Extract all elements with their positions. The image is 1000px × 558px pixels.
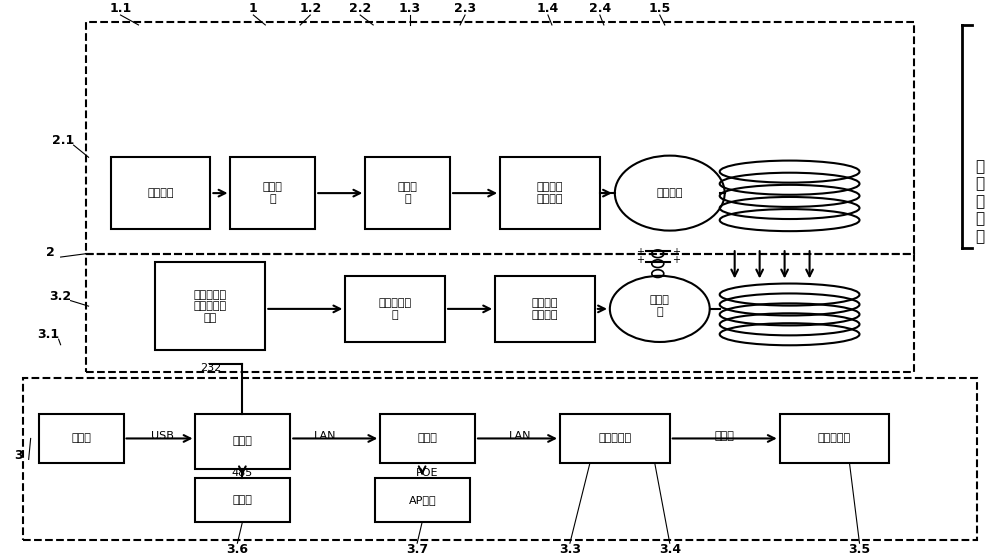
Bar [111, 157, 210, 229]
Text: 交换机: 交换机 [418, 434, 438, 444]
Bar [375, 478, 470, 522]
Text: 逆变模
块: 逆变模 块 [398, 182, 418, 204]
Text: LAN: LAN [509, 431, 531, 441]
Text: 接收线
圈: 接收线 圈 [650, 295, 670, 317]
Text: 2.4: 2.4 [589, 2, 611, 15]
Bar [495, 276, 595, 342]
Bar [230, 157, 315, 229]
Text: 发射线圈: 发射线圈 [657, 188, 683, 198]
Text: +: + [636, 255, 644, 265]
Text: 1.4: 1.4 [537, 2, 559, 15]
Text: 硬盘录像机: 硬盘录像机 [598, 434, 631, 444]
Bar [780, 413, 889, 463]
Bar [195, 413, 290, 469]
Text: 1.5: 1.5 [649, 2, 671, 15]
Text: 整流稳压模
块: 整流稳压模 块 [379, 298, 412, 320]
Text: LAN: LAN [314, 431, 336, 441]
Text: 3.1: 3.1 [38, 328, 60, 341]
Bar [380, 413, 475, 463]
Text: +: + [672, 247, 680, 257]
Bar [365, 157, 450, 229]
Text: 1.1: 1.1 [109, 2, 132, 15]
Text: 2.1: 2.1 [52, 134, 75, 147]
Text: 1.2: 1.2 [299, 2, 321, 15]
Bar [195, 478, 290, 522]
Text: 音频线: 音频线 [715, 431, 735, 441]
Ellipse shape [610, 276, 710, 342]
Text: 3.3: 3.3 [559, 543, 581, 556]
Text: 磁
共
振
耦
合: 磁 共 振 耦 合 [975, 159, 984, 244]
Text: 485: 485 [232, 468, 253, 478]
Text: POE: POE [416, 468, 438, 478]
Bar [500, 157, 600, 229]
Text: 1: 1 [249, 2, 258, 15]
Text: USB: USB [151, 431, 174, 441]
Text: 工控机: 工控机 [233, 436, 253, 446]
Text: 2: 2 [46, 246, 55, 259]
Text: +: + [636, 247, 644, 257]
Text: 超声板: 超声板 [233, 495, 253, 505]
Text: AP网桥: AP网桥 [409, 495, 436, 505]
Ellipse shape [615, 156, 725, 230]
Text: 变电站智能
巡检机器人
电池: 变电站智能 巡检机器人 电池 [194, 290, 227, 323]
Bar [345, 276, 445, 342]
Bar [86, 254, 914, 372]
Text: 3.2: 3.2 [50, 290, 72, 302]
Text: +: + [672, 255, 680, 265]
Text: 交流电源: 交流电源 [147, 188, 174, 198]
Bar [560, 413, 670, 463]
Text: 2.2: 2.2 [349, 2, 371, 15]
Text: 第一阻抗
匹配模块: 第一阻抗 匹配模块 [537, 182, 563, 204]
Bar [155, 262, 265, 350]
Text: 1.3: 1.3 [399, 2, 421, 15]
Bar [23, 378, 977, 541]
Bar [39, 413, 124, 463]
Text: 功率放大器: 功率放大器 [818, 434, 851, 444]
Bar [86, 22, 914, 254]
Text: 整流模
块: 整流模 块 [263, 182, 283, 204]
Text: 3.6: 3.6 [226, 543, 248, 556]
Text: 3.5: 3.5 [848, 543, 871, 556]
Text: 陀螺仪: 陀螺仪 [71, 434, 91, 444]
Text: 3.4: 3.4 [659, 543, 681, 556]
Text: 第二阻抗
匹配模块: 第二阻抗 匹配模块 [532, 298, 558, 320]
Text: 232: 232 [200, 363, 221, 373]
Text: 2.3: 2.3 [454, 2, 476, 15]
Text: 3.7: 3.7 [406, 543, 428, 556]
Text: 3: 3 [14, 449, 23, 461]
